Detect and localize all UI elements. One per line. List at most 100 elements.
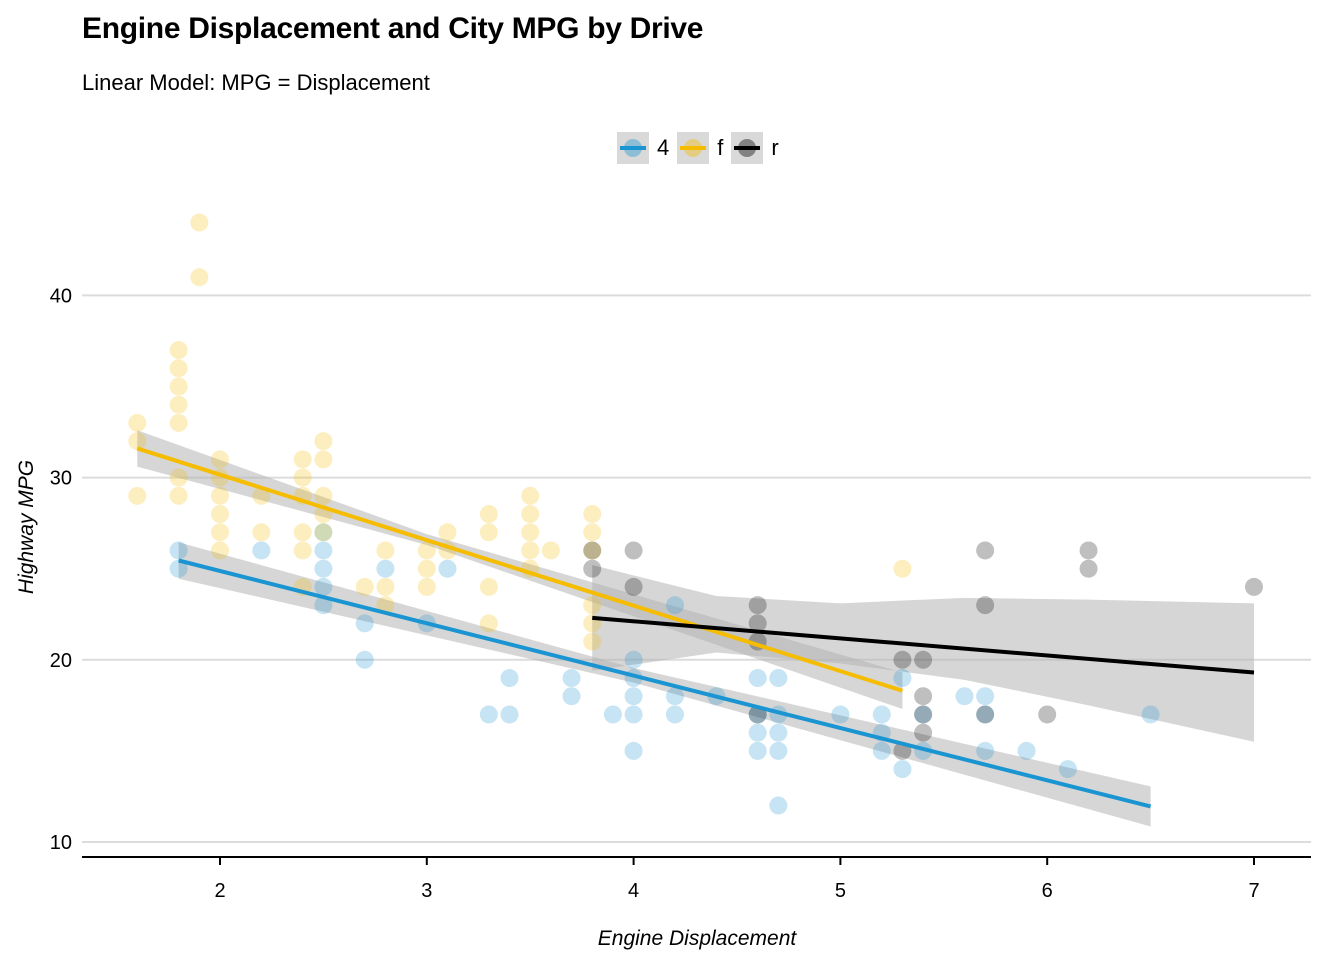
point-4 [748, 669, 767, 688]
point-f [479, 614, 498, 633]
legend: 4 f r [617, 132, 787, 164]
point-f [252, 486, 271, 505]
ci-band-r [592, 565, 1254, 742]
point-4 [665, 596, 684, 615]
point-r [583, 559, 602, 578]
point-f [314, 523, 333, 542]
point-4 [914, 705, 933, 724]
point-f [314, 486, 333, 505]
point-f [417, 577, 436, 596]
y-tick-label-20: 20 [50, 650, 72, 672]
point-f [376, 577, 395, 596]
point-4 [562, 687, 581, 706]
legend-item-r: r [731, 132, 779, 164]
point-4 [893, 760, 912, 779]
legend-label-f: f [717, 135, 724, 160]
legend-label-4: 4 [657, 135, 670, 160]
point-f [314, 432, 333, 451]
point-4 [438, 559, 457, 578]
point-r [748, 614, 767, 633]
point-f [355, 577, 374, 596]
point-f [169, 468, 188, 487]
point-f [438, 523, 457, 542]
x-tick-label-5: 5 [835, 880, 846, 902]
chart-title: Engine Displacement and City MPG by Driv… [82, 12, 704, 45]
point-f [521, 486, 540, 505]
point-4 [314, 523, 333, 542]
point-f [169, 395, 188, 414]
point-4 [748, 741, 767, 760]
point-f [211, 523, 229, 542]
point-r [624, 541, 643, 560]
point-4 [355, 614, 374, 633]
point-4 [624, 741, 643, 760]
point-r [914, 650, 933, 669]
legend-key-4 [617, 132, 649, 164]
legend-key-f [677, 132, 710, 164]
point-r [893, 650, 912, 669]
point-f [893, 559, 912, 578]
point-r [914, 687, 933, 706]
point-f [190, 213, 209, 232]
x-tick-label-4: 4 [628, 880, 639, 902]
legend-key-r [731, 132, 764, 164]
data-points [128, 213, 1263, 815]
point-4 [624, 705, 643, 724]
point-4 [169, 559, 188, 578]
point-4 [1141, 705, 1160, 724]
point-4 [976, 687, 995, 706]
point-4 [748, 723, 767, 742]
point-f [169, 359, 188, 378]
point-f [521, 541, 540, 560]
point-f [169, 486, 188, 505]
point-f [169, 341, 188, 360]
legend-label-r: r [771, 135, 779, 160]
point-r [976, 596, 995, 615]
point-r [914, 723, 933, 742]
point-f [314, 450, 333, 469]
fit-line-r [592, 615, 1255, 675]
point-f [128, 432, 147, 451]
point-f [479, 505, 498, 524]
x-axis-title: Engine Displacement [598, 927, 798, 950]
point-4 [252, 541, 271, 560]
point-4 [314, 577, 333, 596]
point-r [1038, 705, 1057, 724]
point-f [293, 523, 312, 542]
point-4 [355, 650, 374, 669]
y-tick-label-30: 30 [50, 468, 72, 490]
point-f [128, 413, 147, 432]
point-4 [169, 541, 188, 560]
point-4 [562, 669, 581, 688]
point-r [624, 577, 643, 596]
fit-lines [136, 446, 1255, 809]
y-tick-label-40: 40 [50, 285, 72, 307]
point-4 [314, 596, 333, 615]
point-4 [769, 796, 788, 815]
point-4 [872, 741, 891, 760]
point-f [293, 468, 312, 487]
point-4 [769, 723, 788, 742]
point-f [479, 577, 498, 596]
point-r [583, 541, 602, 560]
point-f [376, 541, 395, 560]
point-4 [769, 741, 788, 760]
point-4 [1058, 760, 1077, 779]
point-f [293, 541, 312, 560]
legend-item-f: f [677, 132, 723, 164]
point-4 [500, 705, 519, 724]
point-4 [603, 705, 622, 724]
point-f [293, 450, 312, 469]
point-4 [955, 687, 974, 706]
point-4 [1017, 741, 1036, 760]
point-f [211, 541, 229, 560]
point-r [748, 596, 767, 615]
point-4 [831, 705, 850, 724]
point-f [252, 523, 271, 542]
point-r [1245, 577, 1263, 596]
point-f [211, 450, 229, 469]
point-4 [376, 559, 395, 578]
point-f [169, 377, 188, 396]
point-4 [479, 705, 498, 724]
point-4 [500, 669, 519, 688]
